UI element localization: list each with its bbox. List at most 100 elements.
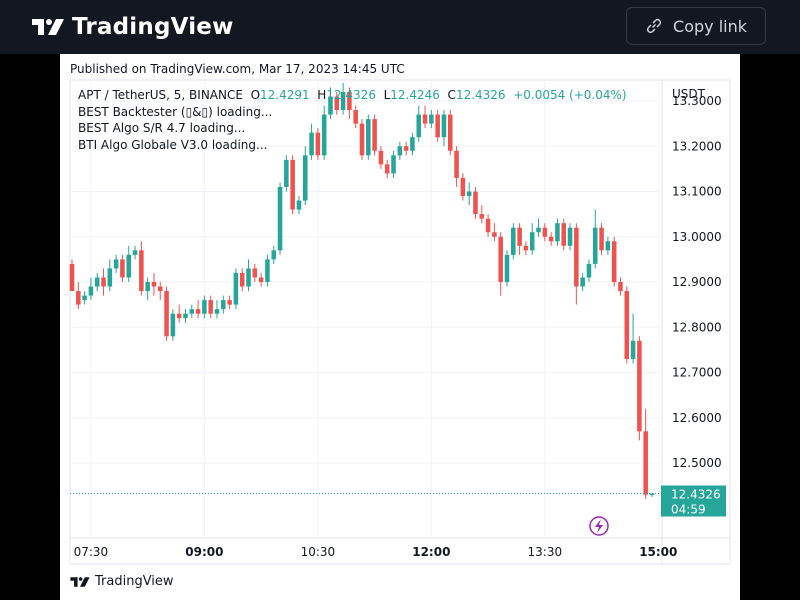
footer-brand[interactable]: TradingView (69, 574, 174, 589)
candle (435, 110, 440, 142)
candle (429, 110, 434, 129)
y-tick-label: 13.0000 (672, 230, 722, 244)
candle-body (454, 150, 459, 178)
y-tick-label: 12.8000 (672, 320, 722, 334)
candle-body (258, 277, 264, 282)
indicator-row[interactable]: BTI Algo Globale V3.0 loading... (78, 137, 268, 152)
link-icon (646, 18, 662, 34)
candle (592, 209, 598, 269)
candle (271, 245, 277, 264)
candle (397, 141, 403, 160)
candle (574, 223, 579, 305)
lightning-icon (589, 516, 609, 536)
candle (290, 155, 295, 215)
candle-body (321, 114, 327, 156)
candle (384, 159, 390, 178)
candle-body (271, 250, 277, 260)
candle (618, 277, 623, 296)
candle (611, 236, 617, 287)
candle-body (410, 137, 415, 151)
candle-body (485, 218, 491, 233)
candle-body (624, 291, 630, 359)
candle (479, 205, 485, 224)
ohlc-row: APT / TetherUS, 5, BINANCE O12.4291 H12.… (78, 87, 627, 104)
candle (183, 309, 188, 323)
candle-body (586, 263, 592, 278)
candle-body (202, 300, 207, 314)
candle (227, 295, 232, 310)
candle (157, 282, 163, 301)
candle-body (441, 114, 447, 138)
candle-body (164, 291, 169, 337)
chart-legend: APT / TetherUS, 5, BINANCE O12.4291 H12.… (78, 87, 627, 153)
symbol-label[interactable]: APT / TetherUS, 5, BINANCE (78, 88, 243, 102)
tradingview-logo-icon (70, 576, 90, 587)
candle-body (523, 245, 529, 251)
brand[interactable]: TradingView (30, 12, 234, 42)
candle (176, 304, 182, 323)
price-chart[interactable]: 13.3000 13.2000 13.1000 13.0000 12.9000 12.80… (60, 54, 740, 600)
candle (460, 173, 466, 201)
close-label: C (447, 88, 456, 102)
candle-body (611, 241, 617, 282)
candle (189, 304, 195, 319)
candle (599, 223, 604, 255)
candle-body (359, 123, 365, 156)
candle-body (422, 114, 428, 124)
candle-body (157, 286, 163, 292)
last-price-tag (661, 485, 726, 517)
change-value: +0.0054 (+0.04%) (513, 88, 627, 102)
candle-body (315, 132, 321, 156)
candle (321, 105, 327, 160)
y-tick-label: 13.3000 (672, 94, 722, 108)
candle-body (504, 254, 510, 282)
candle-body (221, 300, 226, 310)
candle (145, 277, 150, 301)
candle (233, 268, 239, 310)
candle-body (429, 114, 434, 124)
candle-body (334, 96, 340, 111)
copy-link-label: Copy link (673, 16, 747, 36)
candle (536, 218, 541, 237)
candle (403, 141, 409, 156)
candle-body (592, 227, 598, 264)
candle-body (239, 272, 245, 287)
candle-body (492, 232, 497, 237)
candle (359, 119, 365, 160)
candle-body (145, 282, 150, 292)
indicator-row[interactable]: BEST Backtester (▯&▯) loading... (78, 104, 273, 119)
last-price-label: 12.4326 (671, 487, 721, 501)
candle (649, 493, 655, 498)
candle-body (290, 159, 295, 210)
candles (69, 82, 655, 500)
candle (586, 259, 592, 282)
candle (69, 259, 75, 292)
candle-body (246, 268, 251, 287)
x-tick-label: 15:00 (639, 545, 677, 559)
high-label: H (317, 88, 327, 102)
candle (353, 105, 358, 129)
candle (164, 286, 169, 341)
candle-body (120, 259, 125, 278)
copy-link-button[interactable]: Copy link (626, 7, 766, 45)
indicator-row[interactable]: BEST Algo S/R 4.7 loading... (78, 121, 246, 135)
candle (239, 268, 245, 292)
candle (643, 408, 648, 500)
candle-body (176, 313, 182, 319)
open-label: O (250, 88, 261, 102)
candle (107, 259, 113, 292)
candle-body (372, 119, 377, 151)
candle-body (94, 277, 100, 287)
candle (88, 277, 94, 301)
candle-body (555, 223, 560, 242)
y-tick-label: 12.6000 (672, 411, 722, 425)
candle (328, 87, 333, 120)
currency-label: USDT (672, 87, 706, 101)
axes: 13.3000 13.2000 13.1000 13.0000 12.9000 12.80… (70, 87, 726, 559)
candle-body (189, 309, 195, 314)
candle-body (151, 282, 157, 287)
candle-body (511, 227, 516, 255)
candle-body (183, 313, 188, 319)
countdown-label: 04:59 (671, 502, 706, 516)
candle (498, 232, 503, 296)
